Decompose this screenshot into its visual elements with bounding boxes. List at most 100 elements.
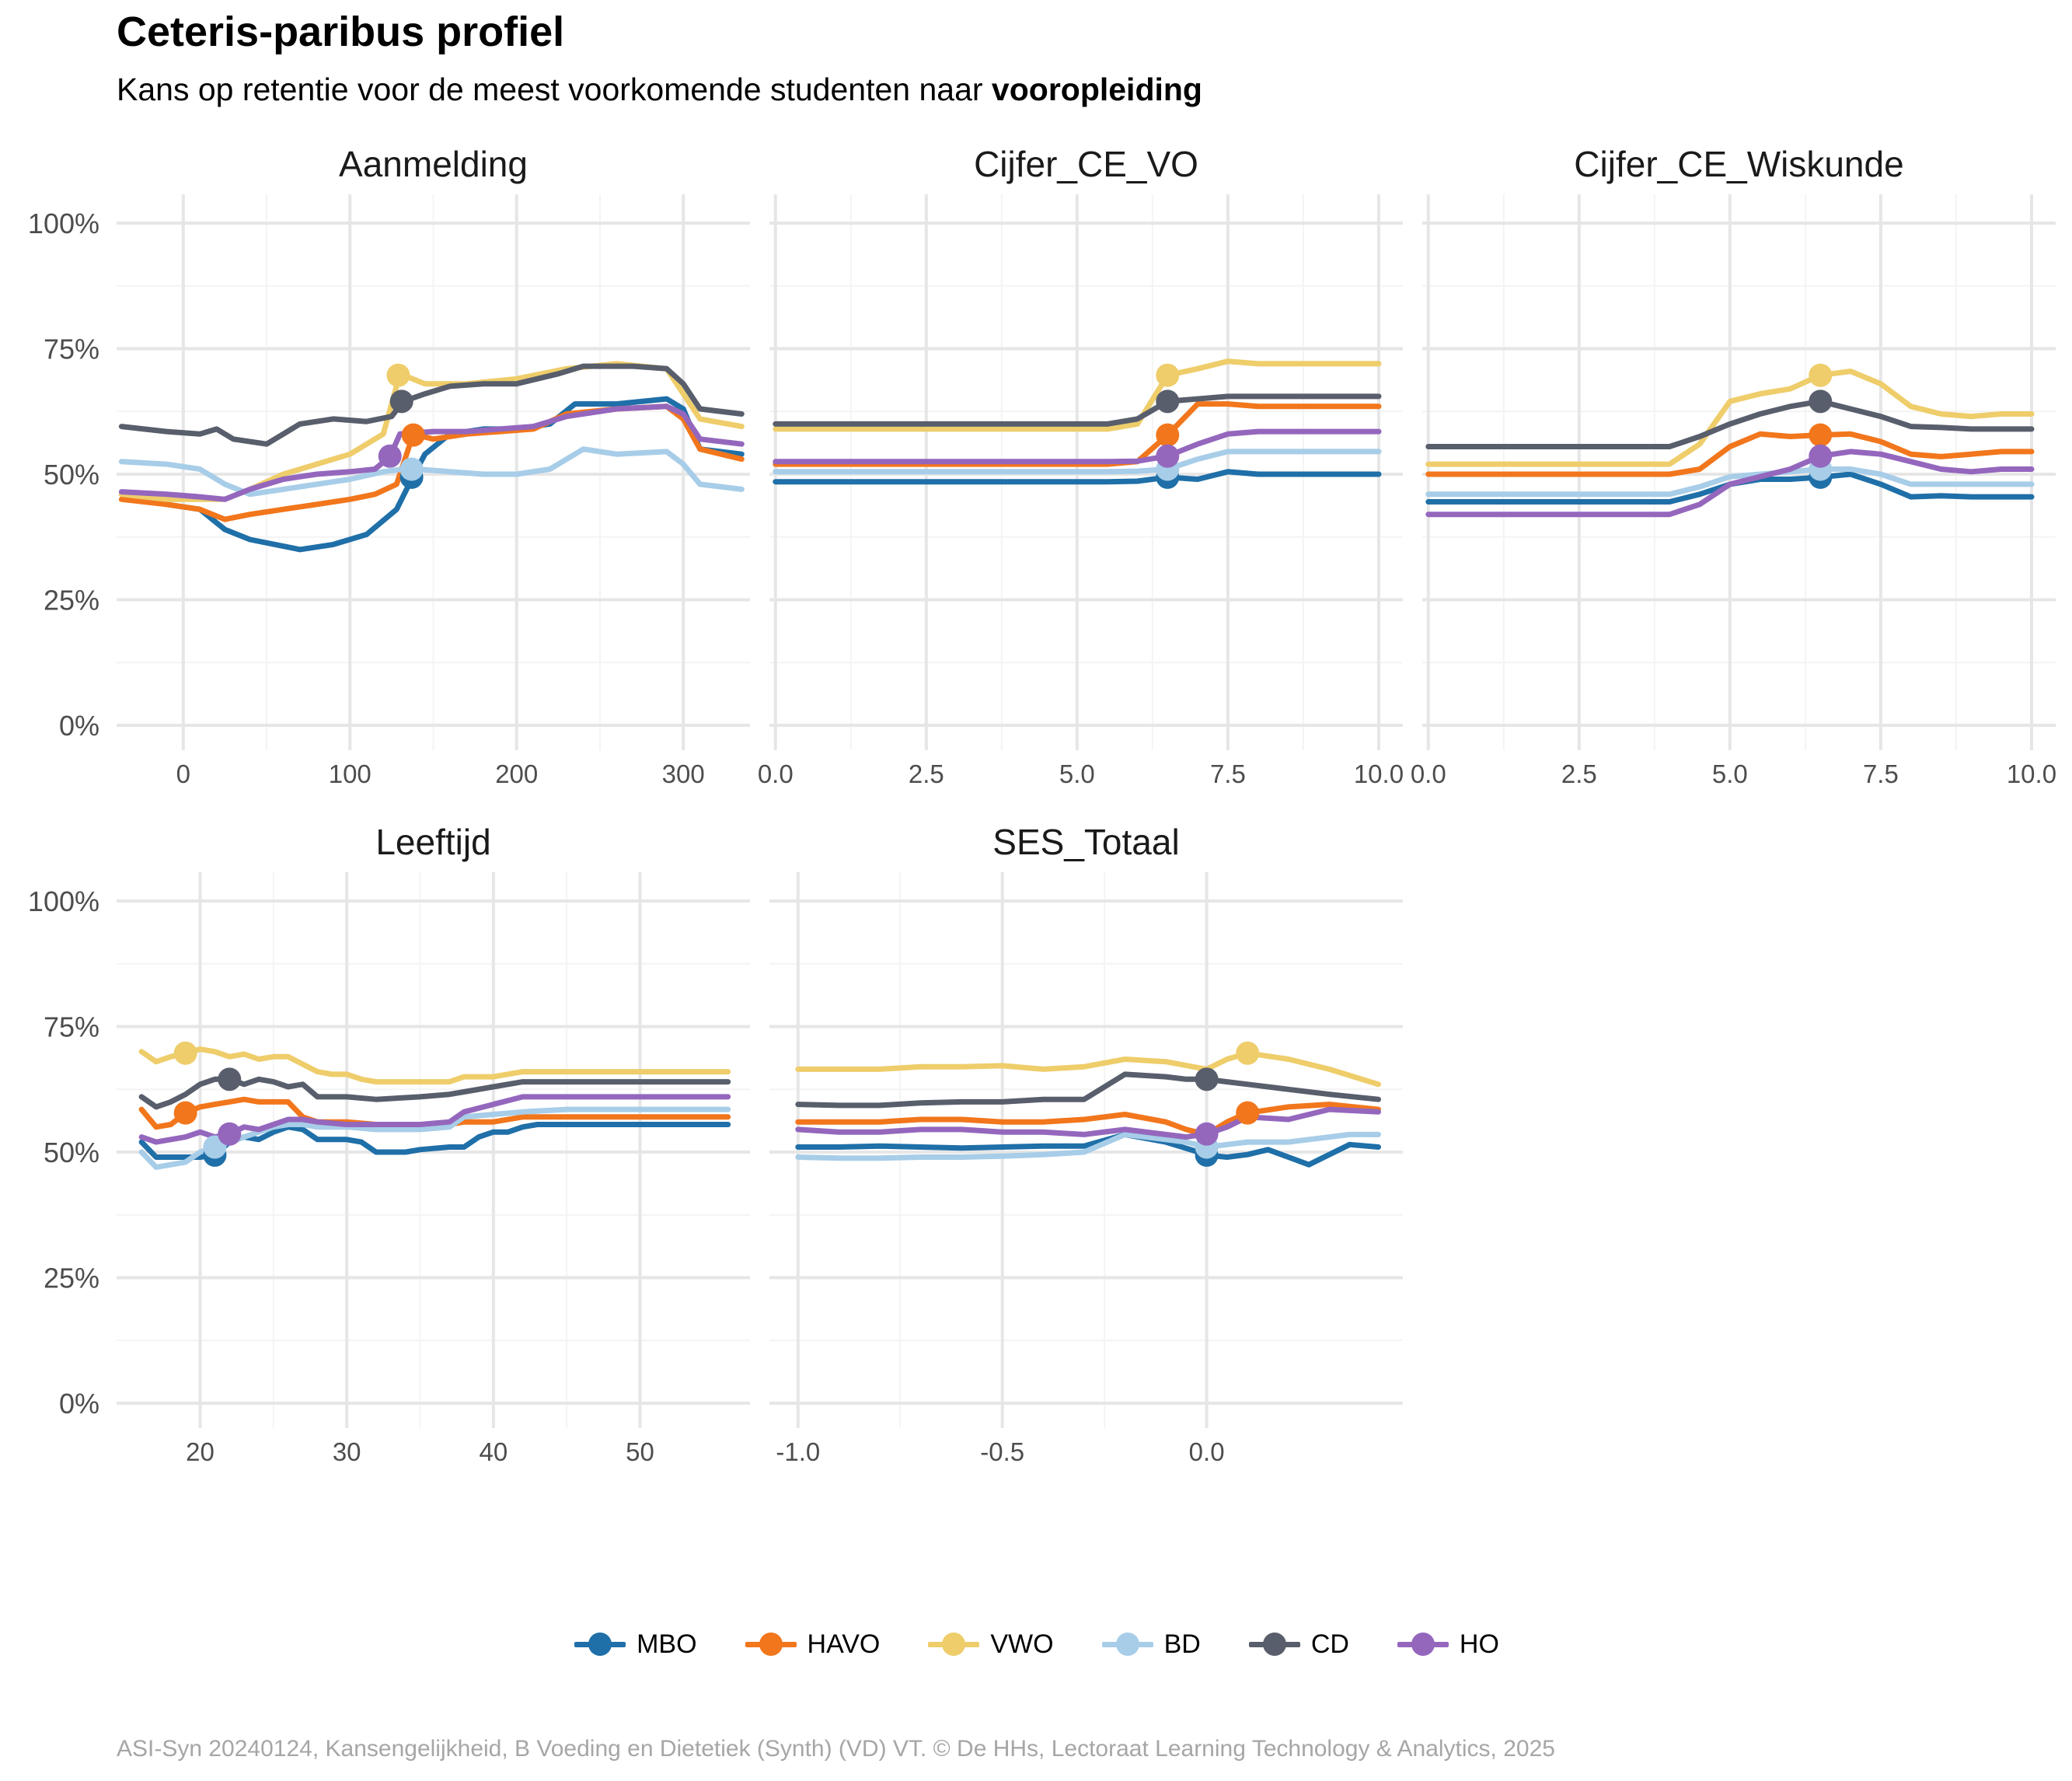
series-line-havo <box>118 403 745 522</box>
series-line-havo <box>795 1102 1381 1137</box>
x-tick-label: 20 <box>186 1437 215 1466</box>
series-line-havo <box>1425 431 2035 477</box>
observation-point-cd <box>218 1067 242 1091</box>
facet-panel-cijfer_ce_wiskunde: Cijfer_CE_Wiskunde 0.0 2.5 5.0 7.5 10.0 <box>1411 144 2056 788</box>
observation-point-ho <box>1156 444 1180 468</box>
legend-key <box>1396 1629 1450 1660</box>
x-tick-label: 200 <box>495 760 538 788</box>
caption: ASI-Syn 20240124, Kansengelijkheid, B Vo… <box>117 1736 1555 1762</box>
facet-panel-ses_totaal: SES_Totaal -1.0 -0.5 0.0 <box>769 822 1403 1466</box>
x-tick-label: -0.5 <box>980 1437 1024 1466</box>
observation-point-ho <box>1809 444 1833 468</box>
series-line-vwo <box>773 358 1382 432</box>
legend-item-bd: BD <box>1101 1629 1201 1660</box>
legend-item-cd: CD <box>1247 1629 1349 1660</box>
legend-key <box>573 1629 627 1660</box>
legend-key <box>1247 1629 1302 1660</box>
observation-point-havo <box>173 1101 197 1125</box>
facet-title: Cijfer_CE_Wiskunde <box>1574 144 1903 184</box>
y-tick-label: 25% <box>44 1262 99 1294</box>
observation-point-vwo <box>1809 363 1833 387</box>
x-tick-label: 2.5 <box>909 760 944 788</box>
chart-subtitle: Kans op retentie voor de meest voorkomen… <box>117 72 1202 108</box>
x-tick-label: 7.5 <box>1863 760 1899 788</box>
chart-title: Ceteris-paribus profiel <box>117 9 565 55</box>
observation-point-cd <box>389 389 413 414</box>
observation-point-ho <box>1195 1122 1219 1146</box>
series-line-mbo <box>795 1131 1381 1168</box>
observation-point-vwo <box>1236 1041 1260 1065</box>
series-line-cd <box>795 1071 1381 1109</box>
observation-point-cd <box>1195 1067 1219 1091</box>
legend-key <box>926 1629 981 1660</box>
series-line-bd <box>795 1131 1381 1161</box>
observation-point-havo <box>1156 423 1180 447</box>
observation-point-havo <box>1809 423 1833 447</box>
observation-point-bd <box>399 457 424 481</box>
y-tick-label: 25% <box>44 585 99 616</box>
facet-title: Leeftijd <box>375 822 490 862</box>
legend-key <box>744 1629 798 1660</box>
x-tick-label: 7.5 <box>1210 760 1246 788</box>
observation-point-vwo <box>1156 363 1180 387</box>
legend-label: HAVO <box>807 1629 881 1659</box>
series-line-bd <box>773 449 1382 475</box>
x-tick-label: 5.0 <box>1059 760 1095 788</box>
x-tick-label: 50 <box>626 1437 654 1466</box>
facet-title: Cijfer_CE_VO <box>974 144 1198 184</box>
x-tick-label: 300 <box>662 760 705 788</box>
x-tick-label: 100 <box>329 760 371 788</box>
x-tick-label: 30 <box>333 1437 361 1466</box>
y-tick-label: 50% <box>44 1137 99 1168</box>
legend-item-ho: HO <box>1396 1629 1499 1660</box>
series-line-ho <box>773 428 1382 465</box>
y-tick-label: 75% <box>44 1011 99 1043</box>
subtitle-bold-term: vooropleiding <box>991 72 1202 107</box>
series-line-vwo <box>795 1050 1381 1088</box>
observation-point-vwo <box>386 363 410 387</box>
legend-label: CD <box>1310 1629 1349 1659</box>
x-tick-label: 5.0 <box>1712 760 1748 788</box>
facet-panel-leeftijd: Leeftijd 0% 25% 50% 75% 100% 20 30 40 50 <box>28 822 750 1466</box>
observation-point-ho <box>378 444 402 468</box>
series-line-ho <box>1425 449 2035 518</box>
observation-point-cd <box>1156 389 1180 414</box>
x-tick-label: 0.0 <box>758 760 794 788</box>
x-tick-label: -1.0 <box>776 1437 820 1466</box>
facet-panel-aanmelding: Aanmelding 0% 25% 50% 75% 100% 0 100 200 300 <box>28 144 750 788</box>
observation-point-ho <box>218 1122 242 1146</box>
series-line-mbo <box>1425 471 2035 505</box>
y-tick-label: 100% <box>28 885 99 917</box>
legend-item-mbo: MBO <box>573 1629 697 1660</box>
facet-title: SES_Totaal <box>992 822 1179 862</box>
y-tick-label: 0% <box>59 1388 99 1420</box>
y-tick-label: 100% <box>28 208 99 239</box>
legend-label: HO <box>1459 1629 1499 1659</box>
y-tick-label: 0% <box>59 710 99 742</box>
observation-point-havo <box>1236 1101 1260 1125</box>
x-tick-label: 10.0 <box>2007 760 2056 788</box>
x-tick-label: 2.5 <box>1561 760 1597 788</box>
legend: MBO HAVO VWO BD CD HO <box>0 1621 2072 1668</box>
facet-panel-cijfer_ce_vo: Cijfer_CE_VO 0.0 2.5 5.0 7.5 10.0 <box>758 144 1404 788</box>
legend-label: VWO <box>990 1629 1054 1659</box>
x-tick-label: 10.0 <box>1354 760 1404 788</box>
series-line-bd <box>118 446 745 498</box>
observation-point-cd <box>1809 389 1833 414</box>
series-line-ho <box>138 1094 731 1145</box>
series-line-ho <box>118 403 745 502</box>
legend-item-havo: HAVO <box>744 1629 881 1660</box>
x-tick-label: 0.0 <box>1411 760 1446 788</box>
observation-point-havo <box>401 423 425 447</box>
x-tick-label: 0.0 <box>1189 1437 1225 1466</box>
observation-point-vwo <box>173 1041 197 1065</box>
series-line-mbo <box>773 469 1382 485</box>
subtitle-text: Kans op retentie voor de meest voorkomen… <box>117 72 992 107</box>
x-tick-label: 40 <box>479 1437 508 1466</box>
facet-title: Aanmelding <box>339 144 528 184</box>
legend-label: BD <box>1163 1629 1201 1659</box>
series-line-vwo <box>138 1046 731 1085</box>
x-tick-label: 0 <box>176 760 190 788</box>
series-line-bd <box>1425 466 2035 498</box>
